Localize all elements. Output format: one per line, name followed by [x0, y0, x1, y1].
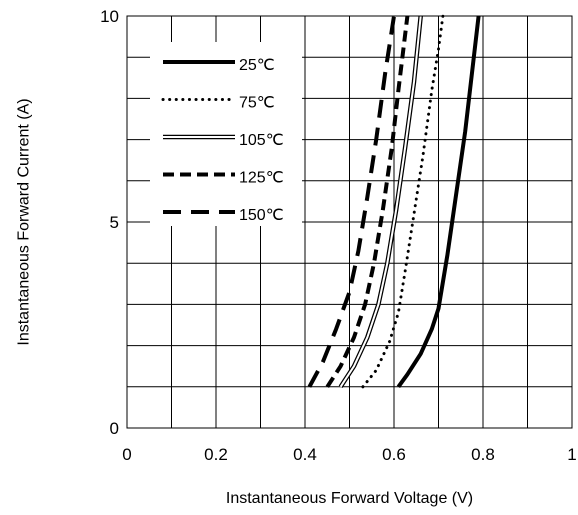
series-path	[361, 14, 445, 389]
x-axis-label: Instantaneous Forward Voltage (V)	[226, 490, 473, 507]
legend-label: 75℃	[239, 95, 275, 112]
series-2-line	[361, 14, 445, 389]
legend: 25℃ 75℃ 105℃ 125℃ 150℃	[161, 57, 284, 224]
x-tick-label: 0	[122, 445, 131, 464]
legend-item: 75℃	[161, 95, 275, 112]
series-path	[325, 15, 410, 388]
x-tick-label: 0.2	[204, 445, 228, 464]
legend-item: 105℃	[163, 132, 284, 149]
series-3-line	[338, 15, 423, 389]
series-path	[307, 15, 396, 388]
series-path	[338, 15, 423, 389]
plot-frame	[126, 15, 573, 429]
x-tick-label: 0.8	[471, 445, 495, 464]
x-tick-label: 1	[567, 445, 576, 464]
legend-label: 105℃	[239, 132, 284, 149]
x-tick-label: 0.6	[382, 445, 406, 464]
legend-background	[150, 42, 302, 226]
series-path	[339, 15, 422, 388]
series-4-line	[325, 15, 410, 388]
legend-label: 150℃	[239, 207, 284, 224]
series-lines	[307, 14, 481, 389]
x-tick-label: 0.4	[293, 445, 317, 464]
series-1-line	[396, 15, 481, 388]
legend-item: 150℃	[163, 207, 284, 224]
y-tick-label: 10	[100, 7, 119, 26]
grid	[127, 16, 572, 428]
y-axis-label: Instantaneous Forward Current (A)	[16, 98, 33, 345]
series-5-line	[307, 15, 396, 388]
legend-label: 125℃	[239, 170, 284, 187]
legend-item: 125℃	[163, 170, 284, 187]
legend-label: 25℃	[239, 57, 275, 74]
y-tick-label: 5	[110, 213, 119, 232]
legend-item: 25℃	[163, 57, 275, 74]
y-tick-label: 0	[110, 419, 119, 438]
series-path	[396, 15, 481, 388]
